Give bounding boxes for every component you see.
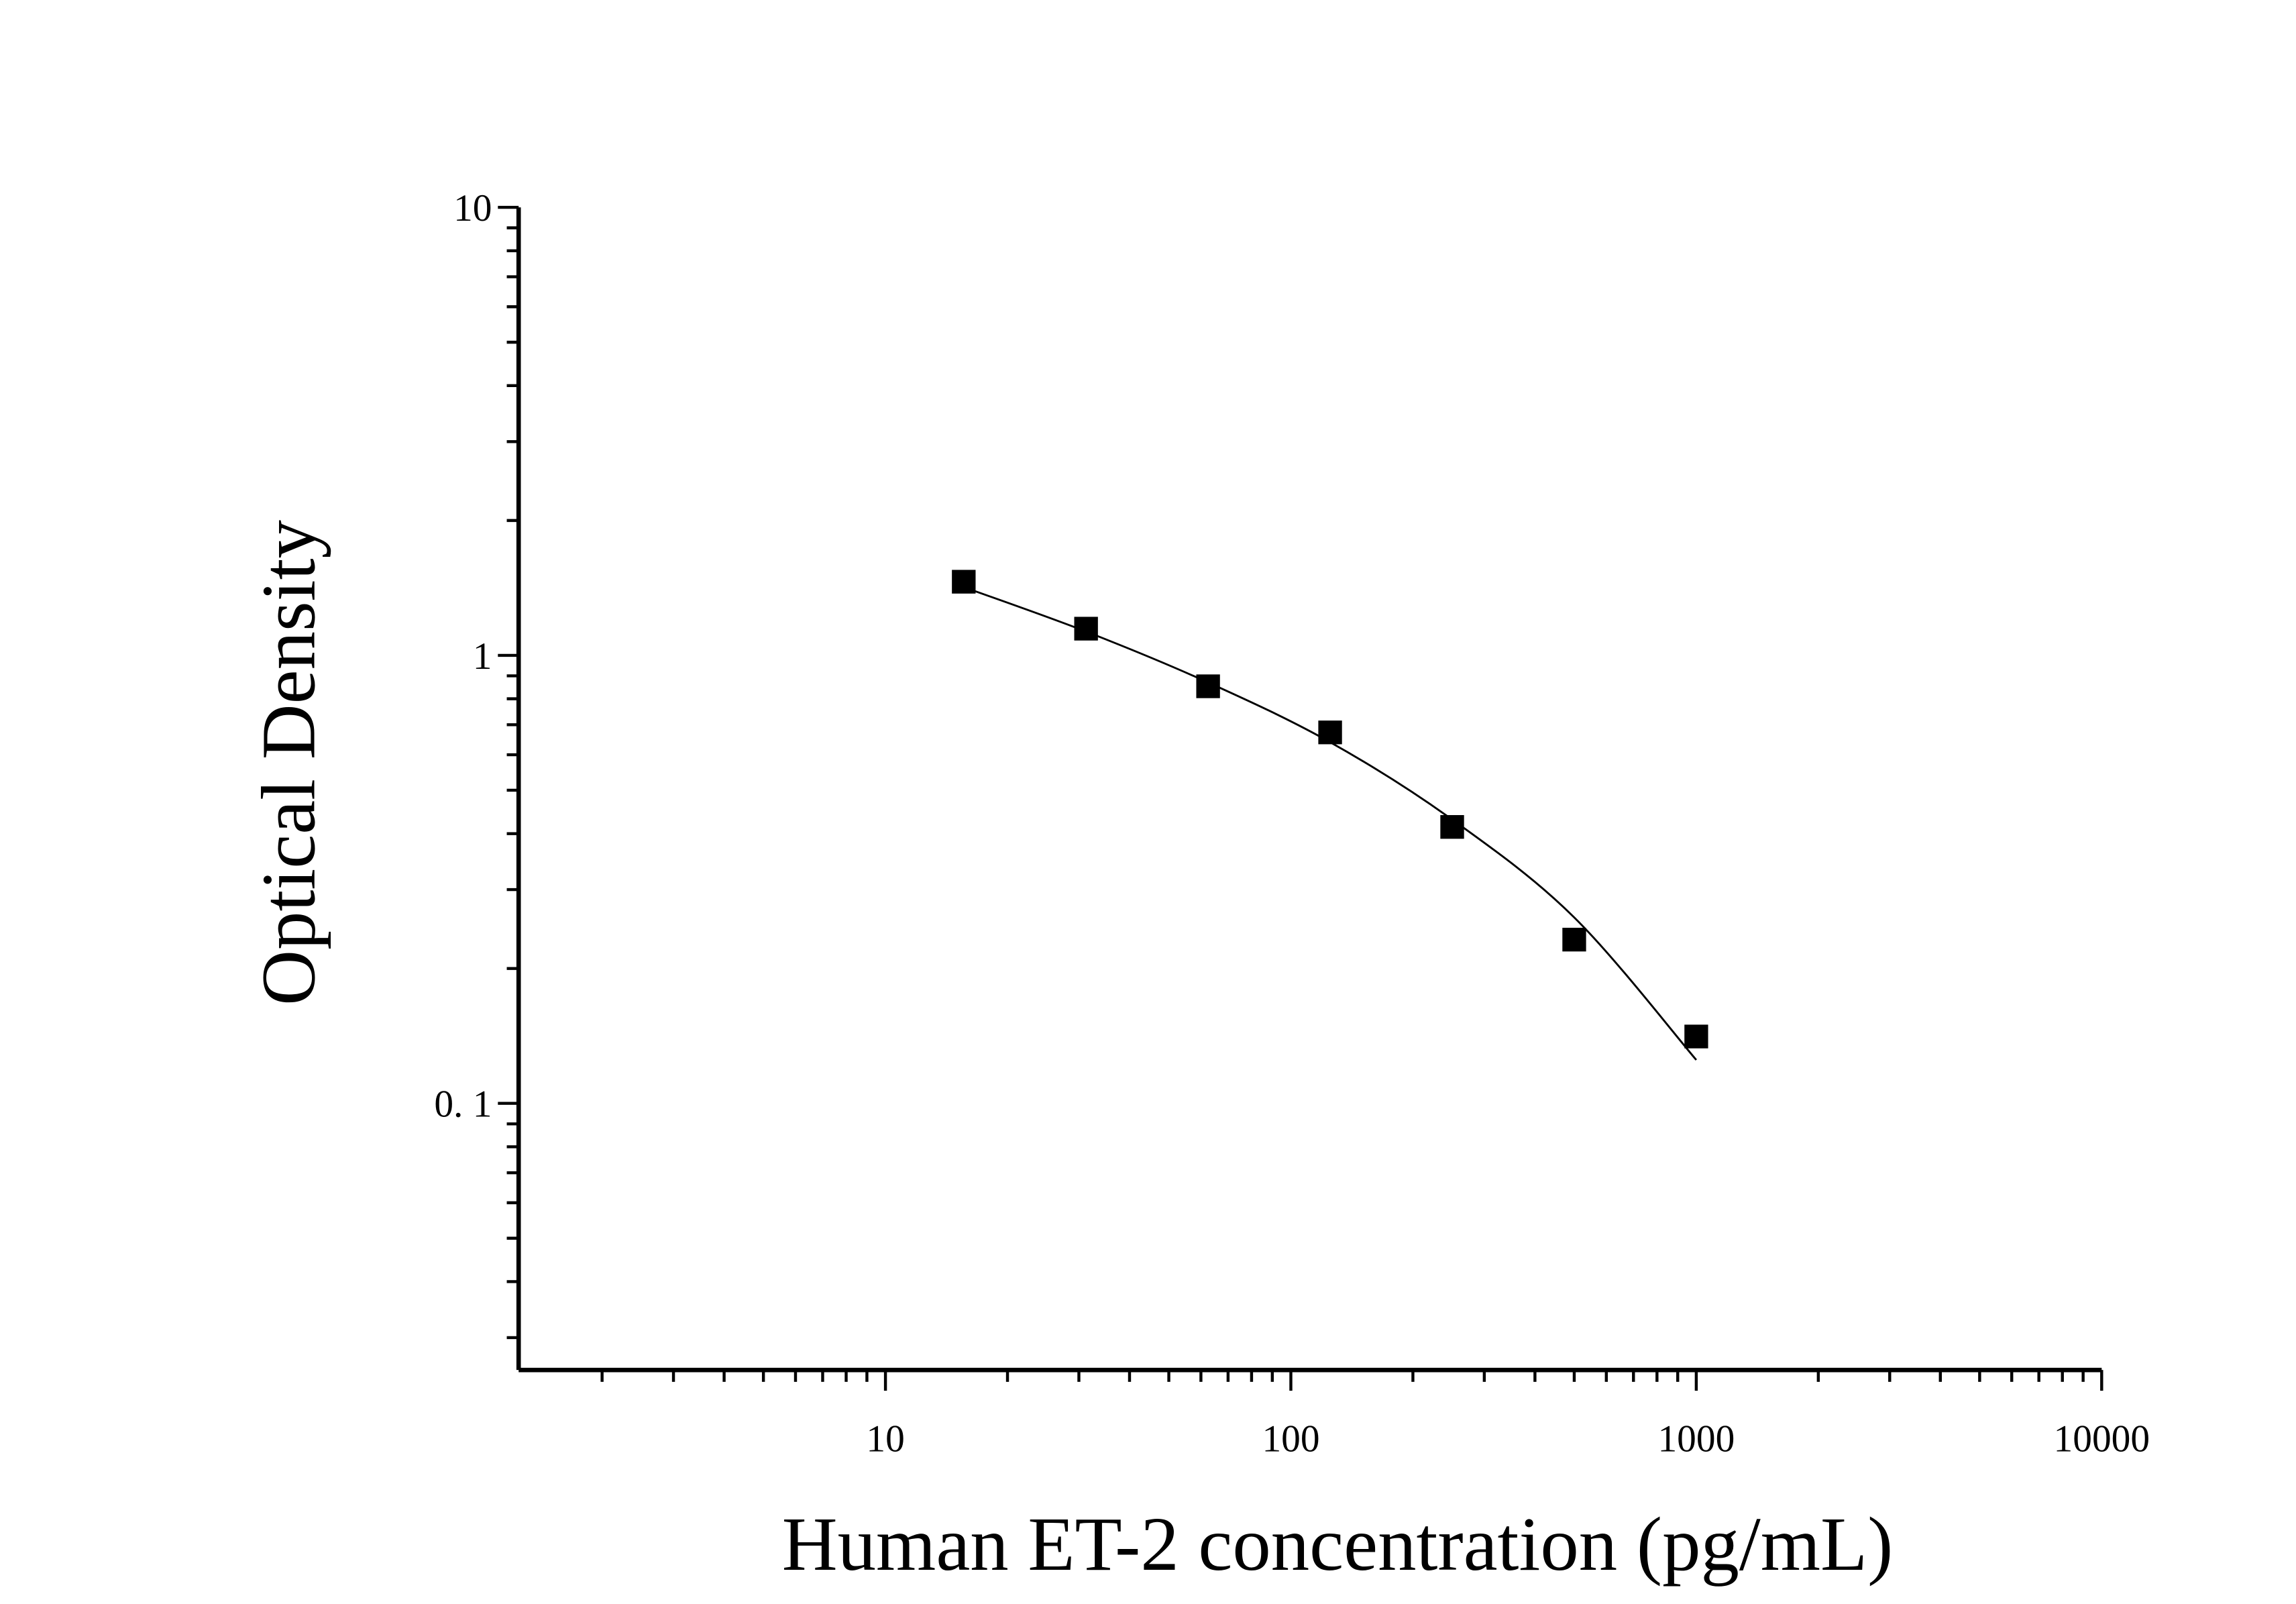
y-tick-label: 1 — [473, 635, 492, 678]
x-tick-label: 10 — [866, 1418, 904, 1460]
x-tick-label: 10000 — [2054, 1418, 2150, 1460]
x-axis-label: Human ET-2 concentration (pg/mL) — [782, 1501, 1894, 1587]
data-point — [1074, 617, 1098, 641]
y-tick-label: 0. 1 — [434, 1083, 492, 1126]
data-points — [952, 570, 1708, 1049]
data-point — [1196, 674, 1220, 698]
data-point — [1562, 927, 1586, 952]
data-point — [1440, 815, 1464, 839]
x-tick-label: 1000 — [1658, 1418, 1735, 1460]
data-point — [1318, 720, 1342, 745]
fit-curve — [963, 586, 1697, 1061]
x-tick-label: 100 — [1262, 1418, 1319, 1460]
axes — [516, 207, 2102, 1373]
data-point — [952, 570, 976, 594]
ticks: 10 100 1000 10000 0. 1 1 10 — [434, 187, 2150, 1460]
y-axis-label: Optical Density — [246, 520, 331, 1006]
data-point — [1684, 1024, 1708, 1049]
y-tick-label: 10 — [453, 187, 492, 229]
fit-curve-group — [963, 586, 1697, 1061]
